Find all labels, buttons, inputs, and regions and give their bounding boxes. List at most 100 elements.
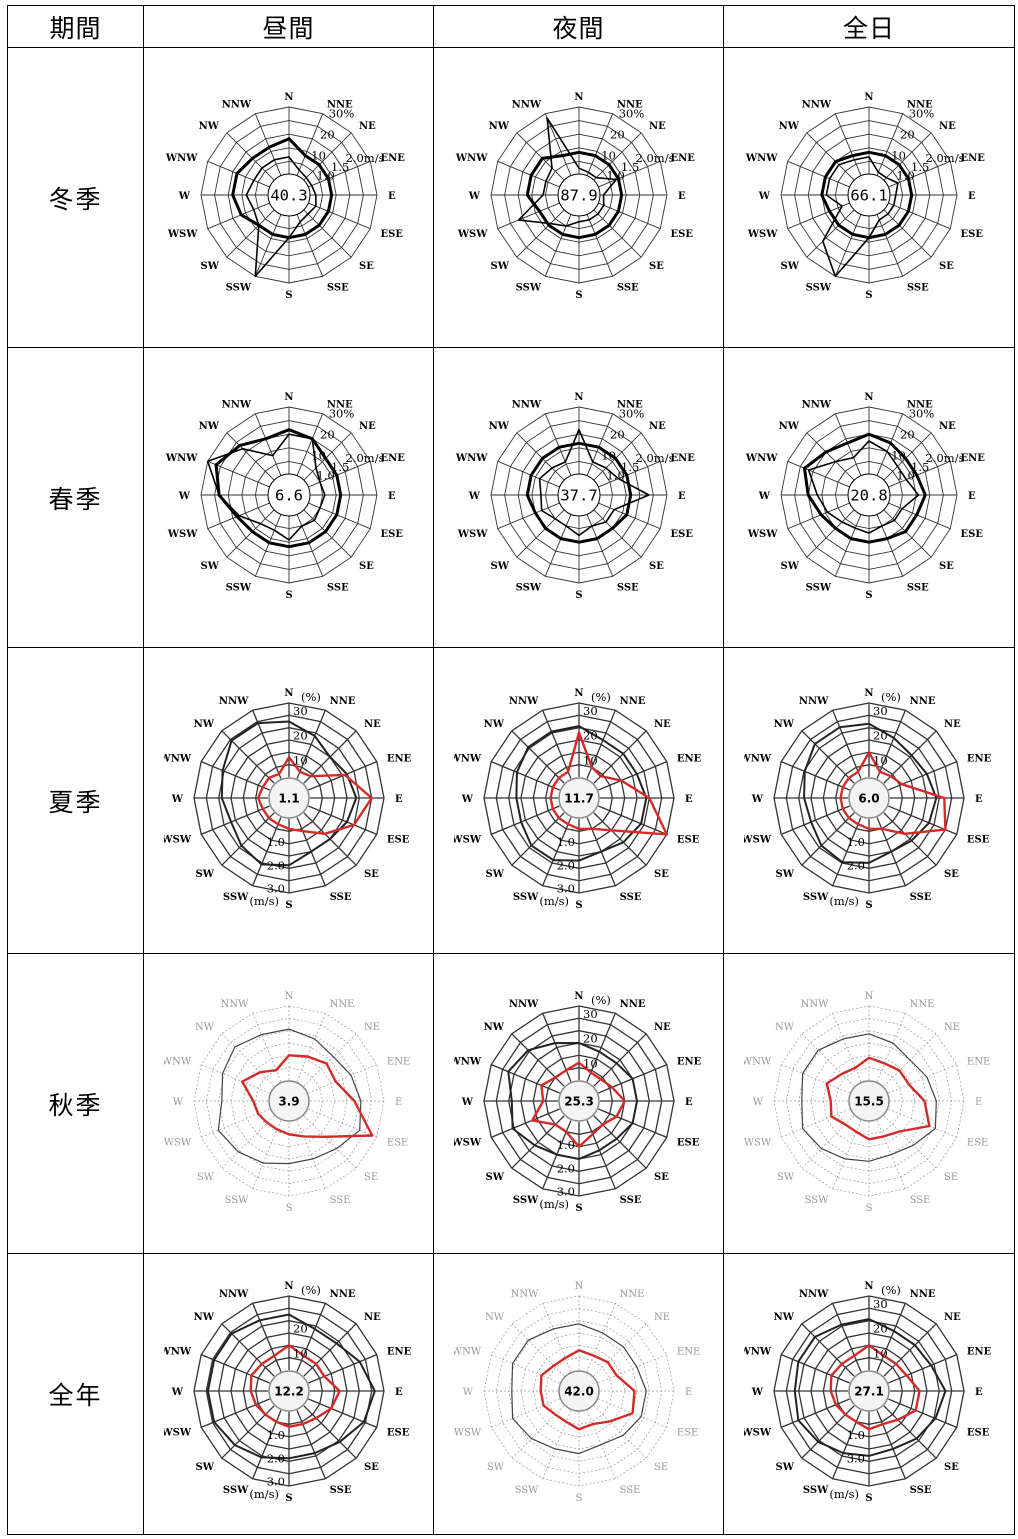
grid-spoke [295,212,323,276]
grid-spoke [596,501,660,529]
direction-label: SW [200,561,219,572]
direction-label: SSW [222,891,248,902]
speed-scale-label: 2.0m/s [345,450,384,464]
direction-label: WSW [744,834,772,845]
direction-label: WNW [745,453,778,464]
grid-spoke [787,501,851,529]
speed-scale-label: 3.0 [556,881,574,895]
direction-label: WNW [164,1056,192,1067]
percent-scale-label: 30 [873,704,888,718]
direction-label: E [685,1097,693,1108]
direction-label: SSE [619,1485,640,1496]
chart-cell: 11.7 N NNE NE ENE E ESE SE SSE S SSW SW WSW W WNW NW NNW… [433,647,724,954]
direction-label: ENE [380,153,405,164]
direction-label: ESE [670,228,693,239]
direction-label: W [753,1097,764,1108]
direction-label: NE [654,1022,671,1033]
direction-label: SSW [512,1194,538,1205]
grid-spoke [295,512,323,576]
percent-unit-label: (%) [301,690,321,704]
calm-circle [557,473,600,516]
direction-label: NNE [619,999,645,1010]
grid-spokes [483,702,674,893]
direction-label: SE [944,869,959,880]
grid-spoke [876,1410,906,1480]
direction-label: SSW [225,582,251,593]
direction-label: ESE [961,228,984,239]
row-label: 冬季 [7,47,144,348]
grid-spoke [597,1354,667,1384]
direction-label: SSE [619,1194,641,1205]
grid-spoke [225,131,275,181]
wind-rose-chart: 11.7 N NNE NE ENE E ESE SE SSE S SSW SW WSW W WNW NW NNW… [454,688,702,911]
direction-label: SE [939,261,954,272]
grid-spoke [544,413,572,477]
direction-label: SSW [515,582,541,593]
direction-label: SE [944,1172,958,1183]
grid-spoke [541,816,572,886]
percent-scale-label: 10 [873,1346,888,1360]
direction-label: N [864,688,873,699]
direction-label: E [395,794,403,805]
grid-spoke [295,709,326,779]
chart-cell: 66.1 N NNE NE ENE E ESE SE SSE S SSW SW WSW W WNW NW NNW… [723,47,1015,348]
direction-label: NNW [218,1289,248,1300]
grid-spoke [251,1119,281,1189]
calm-circle [557,776,600,819]
direction-label: S [865,590,872,601]
direction-label: SSE [907,582,929,593]
calm-value: 20.8 [850,486,887,504]
chart-cell: 6.0 N NNE NE ENE E ESE SE SSE S SSW SW WSW W WNW NW NNW 1… [723,647,1015,954]
grid-spoke [490,1398,560,1428]
grid-spoke [296,1012,326,1082]
direction-label: SSE [907,282,929,293]
grid-spoke [832,1302,862,1372]
percent-scale-label: 10 [601,148,616,162]
grid-spoke [787,460,851,488]
direction-label: WNW [744,1346,772,1357]
direction-label: WSW [166,228,197,239]
speed-line [793,1318,947,1457]
direction-label: SW [195,1462,214,1473]
direction-label: ESE [386,1428,409,1439]
chart-cell: 3.9 N NNE NE ENE E ESE SE SSE S SSW SW WSW W WNW NW NNW [143,953,434,1254]
direction-label: NNE [616,99,642,110]
grid-spoke [592,131,642,181]
row-label: 全年 [7,1253,144,1535]
speed-scale-label: 3.0 [847,1451,865,1465]
percent-unit-label: (%) [591,993,611,1007]
direction-label: NNW [221,99,251,110]
direction-label: SW [490,261,509,272]
percent-scale-label: 10 [583,1056,598,1070]
calm-value: 87.9 [560,186,597,204]
calm-circle [267,173,310,216]
direction-label: N [864,1281,873,1292]
grid-spoke [806,131,856,181]
speed-scale-label: 2.0m/s [635,450,674,464]
calm-value: 27.1 [854,1385,884,1399]
speed-scale-label: 2.0 [266,1451,284,1465]
grid-spoke [586,1303,616,1372]
grid-spoke [806,431,856,481]
grid-spoke [541,709,572,779]
grid-spoke [585,512,613,576]
grid-spoke [254,512,282,576]
direction-label: E [975,1387,983,1398]
grid-spoke [497,160,561,188]
direction-label: S [865,900,872,911]
direction-label: ENE [386,1346,411,1357]
grid-spoke [544,212,572,276]
direction-label: ENE [967,1346,992,1357]
grid-spoke [801,729,855,784]
chart-cell: 1.1 N NNE NE ENE E ESE SE SSE S SSW SW WSW W WNW NW NNW 1… [143,647,434,954]
direction-label: NW [488,421,509,432]
grid-spoke [834,512,862,576]
grid-spoke [883,1323,937,1377]
direction-label: NNW [218,696,248,707]
direction-label: NE [654,1312,670,1323]
grid-spoke [200,1398,270,1428]
percent-scale-label: 10 [891,448,906,462]
percent-scale-label: 30 [873,1297,888,1311]
grid-spoke [882,131,932,181]
direction-label: SSW [514,1485,539,1496]
